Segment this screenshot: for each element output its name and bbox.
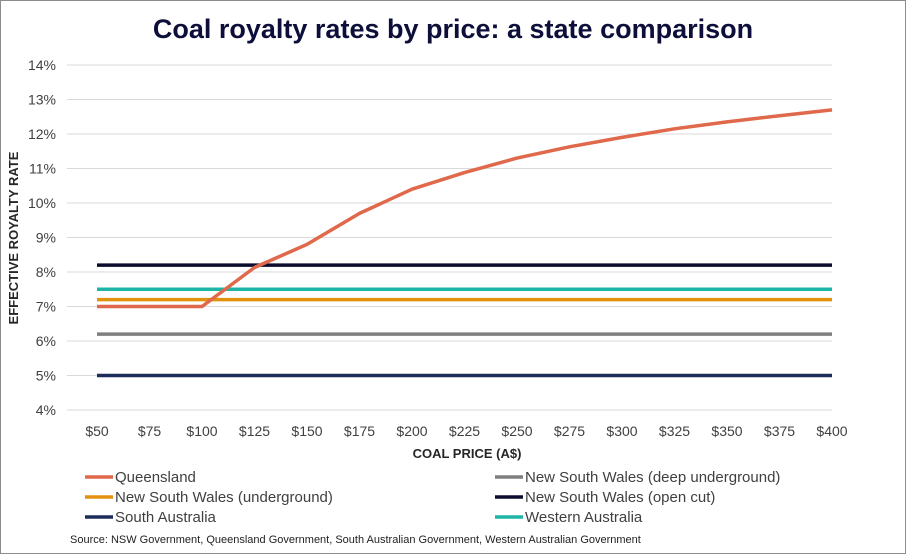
- series-line-queensland: [97, 108, 833, 309]
- x-axis-title: COAL PRICE (A$): [413, 446, 522, 461]
- legend-label: Western Australia: [525, 509, 643, 526]
- y-tick-label: 4%: [36, 402, 56, 418]
- x-tick-label: $75: [138, 423, 162, 439]
- y-axis-title: EFFECTIVE ROYALTY RATE: [6, 151, 21, 324]
- x-tick-label: $300: [606, 423, 637, 439]
- x-tick-label: $375: [764, 423, 795, 439]
- legend-label: New South Wales (underground): [115, 489, 333, 506]
- gridlines: [67, 64, 832, 411]
- x-tick-label: $100: [186, 423, 217, 439]
- x-tick-label: $350: [711, 423, 742, 439]
- y-tick-label: 14%: [28, 57, 56, 73]
- x-tick-label: $325: [659, 423, 690, 439]
- series-lines: [97, 108, 833, 378]
- x-tick-label: $175: [344, 423, 375, 439]
- y-tick-label: 13%: [28, 92, 56, 108]
- x-tick-label: $125: [239, 423, 270, 439]
- y-tick-label: 10%: [28, 195, 56, 211]
- x-tick-label: $275: [554, 423, 585, 439]
- chart-title: Coal royalty rates by price: a state com…: [152, 14, 754, 44]
- legend-label: South Australia: [115, 509, 217, 526]
- legend-label: New South Wales (deep underground): [525, 469, 780, 486]
- x-tick-label: $225: [449, 423, 480, 439]
- legend-label: Queensland: [115, 469, 196, 486]
- y-tick-label: 5%: [36, 368, 56, 384]
- x-tick-labels: $50 $75 $100 $125 $150 $175 $200 $225 $250 $275 $3…: [85, 423, 847, 439]
- y-tick-label: 6%: [36, 333, 56, 349]
- x-tick-label: $250: [501, 423, 532, 439]
- y-tick-label: 12%: [28, 126, 56, 142]
- x-tick-label: $200: [396, 423, 427, 439]
- legend-label: New South Wales (open cut): [525, 489, 715, 506]
- source-note: Source: NSW Government, Queensland Gover…: [70, 534, 641, 546]
- x-tick-label: $150: [291, 423, 322, 439]
- y-tick-label: 9%: [36, 230, 56, 246]
- y-tick-label: 8%: [36, 264, 56, 280]
- x-tick-label: $50: [85, 423, 109, 439]
- legend: Queensland New South Wales (deep undergro…: [85, 469, 780, 526]
- y-tick-label: 7%: [36, 299, 56, 315]
- y-tick-label: 11%: [29, 161, 56, 177]
- x-tick-label: $400: [816, 423, 847, 439]
- y-tick-labels: 4% 5% 6% 7% 8% 9% 10% 11% 12% 13% 14%: [28, 57, 56, 418]
